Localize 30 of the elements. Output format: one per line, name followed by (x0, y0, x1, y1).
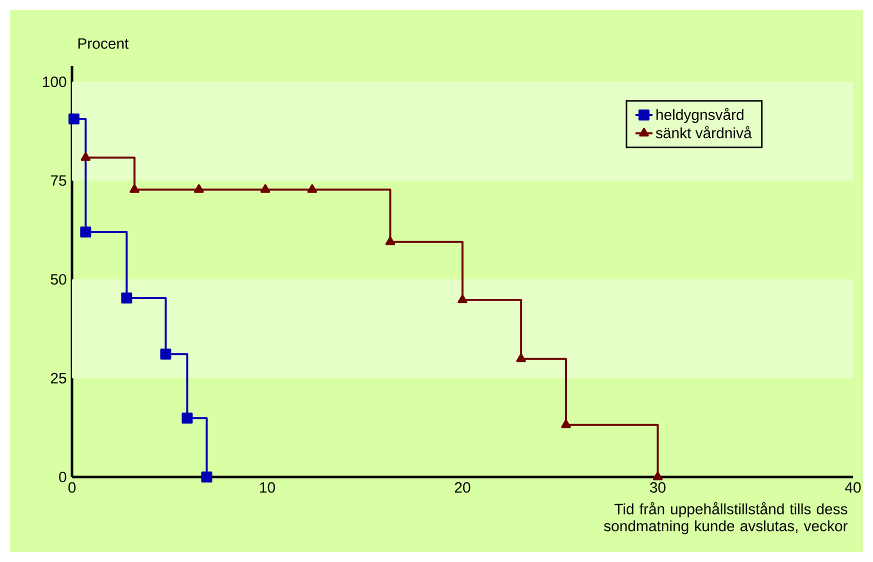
point (516, 353, 526, 362)
legend-label: heldygnsvård (656, 108, 744, 123)
point (194, 184, 204, 193)
x-tick-label: 40 (845, 482, 861, 493)
point (561, 419, 571, 428)
x-axis-title: Tid från uppehållstillstånd tills dess sondmatning kunde avslutas, veckor (604, 502, 848, 534)
point (260, 184, 270, 193)
point (385, 236, 396, 246)
point (80, 152, 91, 161)
point (201, 471, 212, 482)
point (182, 412, 193, 424)
x-tick-label: 10 (260, 482, 275, 493)
point (652, 471, 663, 480)
y-tick-label: 25 (50, 372, 66, 384)
point (130, 184, 140, 193)
y-tick-label: 0 (59, 472, 66, 482)
y-axis-title: Procent (78, 38, 129, 49)
point (458, 294, 468, 304)
x-tick-label: 20 (454, 482, 470, 493)
y-tick-label: 75 (50, 175, 66, 186)
x-tick-label: 0 (68, 482, 76, 493)
x-tick-label: 30 (650, 482, 666, 493)
point (68, 113, 80, 124)
point (160, 348, 172, 360)
point (121, 292, 132, 304)
y-tick-label: 50 (50, 274, 66, 285)
point (307, 184, 318, 193)
y-tick-label: 100 (43, 76, 66, 88)
point (80, 226, 92, 238)
legend-label: sänkt vårdnivå (656, 126, 752, 138)
